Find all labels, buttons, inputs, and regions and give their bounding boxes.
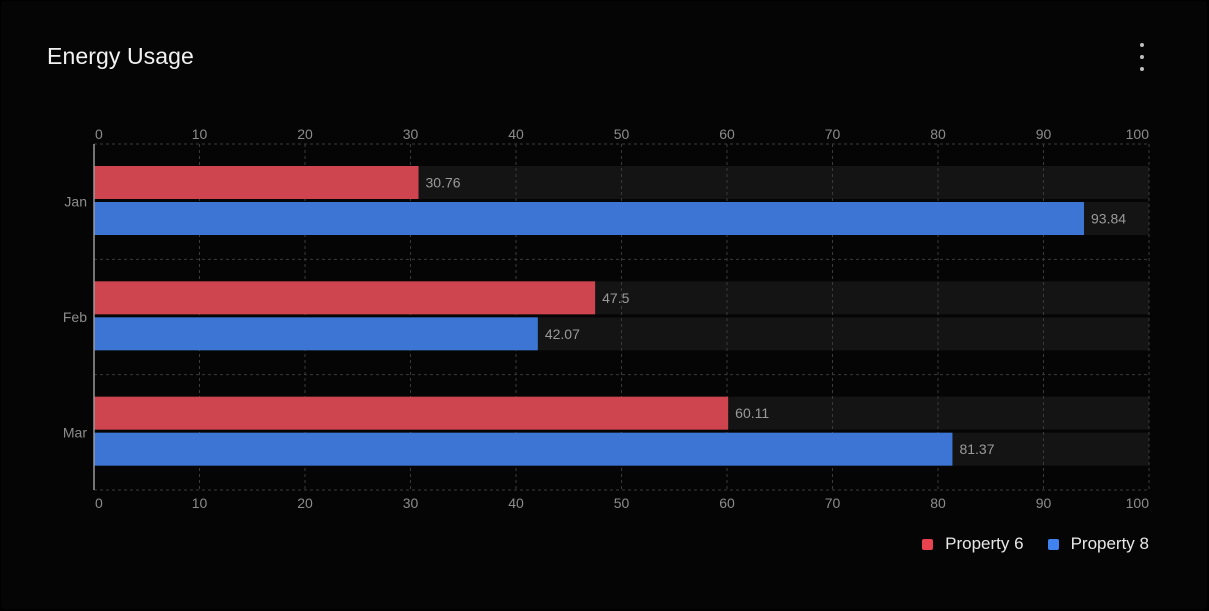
x-tick-label-top: 0 — [95, 126, 103, 142]
x-tick-label-top: 100 — [1126, 126, 1150, 142]
menu-dot — [1140, 67, 1144, 71]
x-tick-label-bottom: 30 — [403, 495, 419, 511]
legend-item-property-6[interactable]: Property 6 — [922, 534, 1024, 554]
x-tick-label-top: 30 — [403, 126, 419, 142]
x-tick-label-bottom: 70 — [825, 495, 841, 511]
x-tick-label-bottom: 50 — [614, 495, 630, 511]
legend-swatch-property-8 — [1047, 538, 1059, 550]
legend-swatch-property-6 — [922, 538, 934, 550]
x-tick-label-top: 20 — [297, 126, 313, 142]
data-label: 42.07 — [545, 326, 580, 342]
x-tick-label-top: 60 — [719, 126, 735, 142]
x-tick-label-bottom: 10 — [192, 495, 208, 511]
data-label: 93.84 — [1091, 211, 1126, 227]
x-tick-label-top: 80 — [930, 126, 946, 142]
category-label: Feb — [63, 309, 87, 325]
data-label: 81.37 — [959, 441, 994, 457]
menu-dot — [1140, 43, 1144, 47]
legend-label: Property 6 — [945, 534, 1024, 553]
chart-title: Energy Usage — [47, 43, 194, 69]
bar-jan-1 — [94, 166, 419, 199]
x-tick-label-top: 50 — [614, 126, 630, 142]
x-tick-label-top: 70 — [825, 126, 841, 142]
data-label: 47.5 — [602, 290, 629, 306]
legend-label: Property 8 — [1070, 534, 1149, 553]
x-tick-label-bottom: 60 — [719, 495, 735, 511]
legend-item-property-8[interactable]: Property 8 — [1047, 534, 1149, 554]
category-label: Jan — [64, 194, 87, 210]
x-tick-label-bottom: 0 — [95, 495, 103, 511]
bar-feb-1 — [94, 281, 596, 315]
x-tick-label-bottom: 40 — [508, 495, 524, 511]
x-tick-label-top: 90 — [1036, 126, 1052, 142]
menu-dot — [1140, 55, 1144, 59]
x-tick-label-top: 10 — [192, 126, 208, 142]
x-tick-label-bottom: 20 — [297, 495, 313, 511]
x-tick-label-bottom: 80 — [930, 495, 946, 511]
bar-mar-2 — [94, 432, 953, 466]
bar-jan-2 — [94, 202, 1085, 235]
data-label: 30.76 — [426, 175, 461, 191]
more-vertical-icon[interactable] — [1131, 43, 1153, 71]
x-tick-label-bottom: 90 — [1036, 495, 1052, 511]
x-tick-label-top: 40 — [508, 126, 524, 142]
bar-mar-1 — [94, 396, 729, 430]
category-label: Mar — [63, 424, 87, 440]
chart-legend: Property 6 Property 8 — [922, 534, 1149, 554]
data-label: 60.11 — [735, 405, 769, 421]
bar-feb-2 — [94, 317, 538, 351]
x-tick-label-bottom: 100 — [1126, 495, 1150, 511]
